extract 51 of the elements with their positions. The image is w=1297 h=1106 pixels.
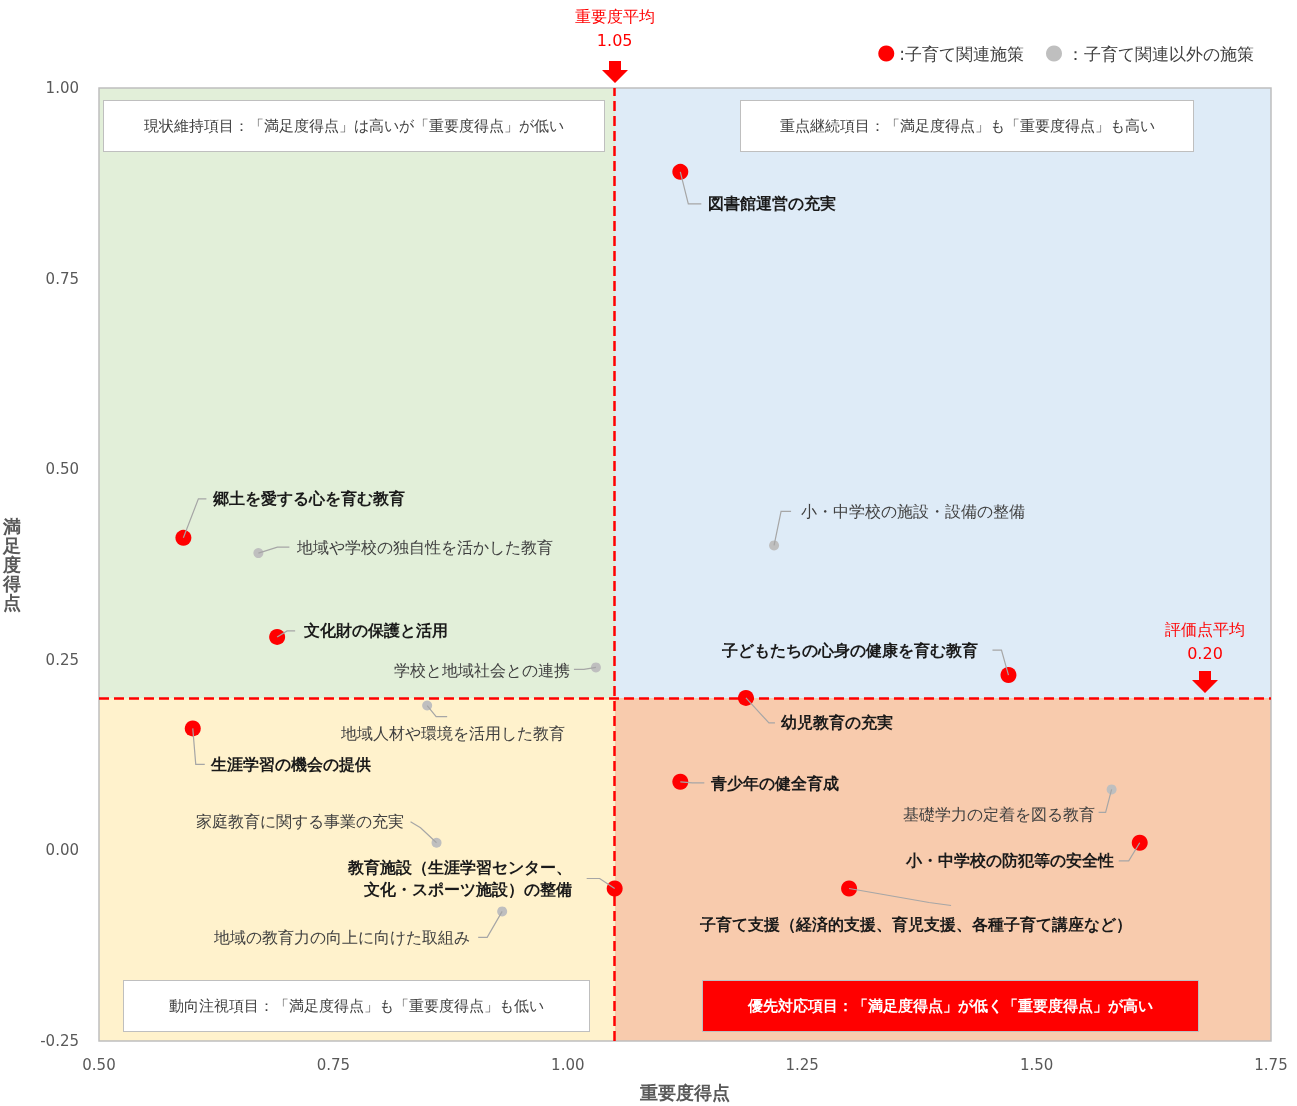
annotation: 郷土を愛する心を育む教育 [212,489,406,509]
point [672,773,689,790]
label-box: 現状維持項目：「満足度得点」は高いが「重要度得点」が低い [103,100,605,152]
point [422,700,433,711]
annotation: 地域の教育力の向上に向けた取組み [213,927,471,947]
x-tick-label: 1.00 [551,1055,585,1074]
point [1000,667,1017,684]
x-tick-label: 0.50 [82,1055,116,1074]
legend-label: ：子育て関連以外の施策 [1067,43,1254,64]
x-axis-title: 重要度得点 [639,1081,730,1103]
x-tick-label: 1.50 [1019,1055,1054,1074]
annotation: 幼児教育の充実 [780,713,893,733]
x-tick-label: 0.75 [316,1055,351,1074]
point [1131,834,1148,851]
ref-line-label: 重要度平均 1.05 [574,6,655,50]
y-tick-label: 0.50 [45,460,79,479]
annotation: 基礎学力の定着を図る教育 [902,804,1095,824]
y-tick-label: 0.00 [45,841,79,860]
annotation: 生涯学習の機会の提供 [209,754,371,774]
annotation: 図書館運営の充実 [708,194,837,214]
annotation: 地域や学校の独自性を活かした教育 [296,537,554,557]
annotation: 小・中学校の防犯等の安全性 [904,851,1114,871]
point [269,628,286,645]
x-tick-label: 1.75 [1254,1055,1288,1074]
annotation: 文化財の保護と活用 [303,621,449,641]
point [590,662,601,673]
point [672,163,689,180]
annotation: 学校と地域社会との連携 [393,660,570,680]
label-box: 優先対応項目：「満足度得点」が低く「重要度得点」が高い [702,980,1199,1032]
annotation: 教育施設（生涯学習センター、文化・スポーツ施設）の整備 [346,858,572,900]
point [497,906,508,917]
annotation: 小・中学校の施設・設備の整備 [801,501,1026,521]
annotation: 子どもたちの心身の健康を育む教育 [721,640,979,660]
y-tick-label: -0.25 [40,1032,79,1050]
annotation: 青少年の健全育成 [710,774,840,794]
label-box: 動向注視項目：「満足度得点」も「重要度得点」も低い [123,980,590,1032]
ref-line-label: 評価点平均 0.20 [1165,620,1245,664]
annotation: 家庭教育に関する事業の充実 [195,812,404,832]
x-tick-label: 1.25 [785,1055,819,1074]
point [184,720,201,737]
legend-label: :子育て関連施策 [899,43,1025,64]
y-tick-label: 0.25 [45,650,79,669]
point [841,880,858,897]
label-box: 重点継続項目：「満足度得点」も「重要度得点」も高い [740,100,1194,152]
y-axis-title: 満足度得点 [2,516,21,613]
annotation: 地域人材や環境を活用した教育 [340,724,566,744]
point [253,548,264,559]
point [175,529,192,546]
y-tick-label: 0.75 [45,269,79,288]
y-tick-label: 1.00 [45,79,79,97]
annotation: 子育て支援（経済的支援、育児支援、各種子育て講座など） [699,915,1133,935]
